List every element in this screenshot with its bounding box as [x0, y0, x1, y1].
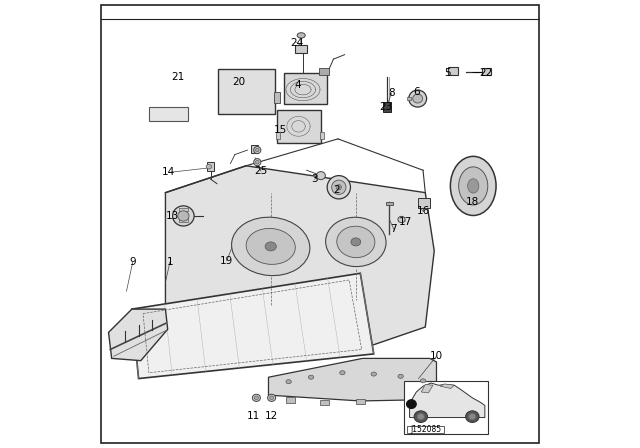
Ellipse shape: [297, 33, 305, 38]
Bar: [407, 426, 444, 433]
Polygon shape: [269, 358, 436, 401]
Text: 18: 18: [466, 198, 479, 207]
Text: 23: 23: [380, 102, 393, 112]
Ellipse shape: [337, 226, 375, 258]
Bar: [482, 68, 491, 75]
Bar: [383, 102, 391, 112]
Bar: [218, 69, 275, 114]
Ellipse shape: [265, 242, 276, 251]
Ellipse shape: [351, 238, 361, 246]
Bar: [418, 198, 430, 208]
Text: 25: 25: [254, 166, 268, 176]
Bar: [407, 97, 411, 100]
Polygon shape: [410, 383, 485, 418]
Text: 1: 1: [166, 257, 173, 267]
Bar: [320, 132, 324, 139]
Text: 6: 6: [413, 87, 420, 97]
Text: —: —: [471, 68, 483, 78]
Ellipse shape: [255, 160, 259, 164]
Ellipse shape: [308, 375, 314, 379]
Ellipse shape: [409, 90, 427, 107]
Text: 9: 9: [129, 257, 136, 267]
Ellipse shape: [336, 185, 342, 190]
Ellipse shape: [414, 411, 428, 422]
Text: 19: 19: [220, 256, 234, 266]
Polygon shape: [165, 166, 435, 354]
Text: 7: 7: [390, 224, 397, 234]
Ellipse shape: [406, 400, 417, 409]
Bar: [284, 73, 327, 104]
Text: 11: 11: [247, 411, 260, 421]
Bar: [251, 145, 258, 153]
Polygon shape: [440, 384, 454, 388]
Ellipse shape: [417, 414, 424, 420]
Bar: [179, 218, 188, 222]
Bar: [356, 399, 365, 404]
Ellipse shape: [246, 228, 295, 264]
Ellipse shape: [371, 372, 376, 376]
Bar: [179, 208, 188, 211]
Ellipse shape: [459, 167, 488, 205]
Ellipse shape: [232, 217, 310, 276]
Bar: [207, 162, 214, 171]
Ellipse shape: [398, 375, 403, 378]
Text: 5: 5: [444, 68, 451, 78]
Ellipse shape: [398, 216, 405, 223]
Bar: [278, 110, 321, 143]
Ellipse shape: [252, 394, 260, 401]
Text: 10: 10: [430, 351, 443, 361]
Text: 14: 14: [162, 168, 175, 177]
Text: J152085: J152085: [410, 425, 442, 434]
Text: 12: 12: [265, 411, 278, 421]
Polygon shape: [421, 384, 433, 393]
Text: 8: 8: [388, 88, 395, 98]
Ellipse shape: [413, 94, 422, 103]
Ellipse shape: [332, 180, 346, 194]
Ellipse shape: [420, 379, 426, 383]
Text: 4: 4: [294, 80, 301, 90]
Bar: [320, 400, 329, 405]
Ellipse shape: [268, 394, 276, 401]
Ellipse shape: [253, 146, 261, 154]
Ellipse shape: [286, 380, 291, 383]
Text: 15: 15: [274, 125, 287, 135]
Ellipse shape: [340, 370, 345, 375]
Text: 16: 16: [417, 207, 429, 216]
Text: 21: 21: [171, 72, 184, 82]
Ellipse shape: [316, 172, 325, 180]
Polygon shape: [132, 273, 374, 379]
Bar: [295, 45, 307, 53]
Ellipse shape: [326, 217, 386, 267]
Bar: [319, 68, 329, 75]
Text: 13: 13: [166, 211, 179, 221]
Text: 20: 20: [232, 77, 245, 86]
Text: 24: 24: [290, 38, 303, 47]
Bar: [276, 132, 280, 139]
Ellipse shape: [173, 206, 194, 226]
Text: 3: 3: [311, 174, 318, 184]
Ellipse shape: [468, 414, 476, 420]
Ellipse shape: [253, 159, 261, 166]
Bar: [387, 202, 392, 205]
Bar: [404, 381, 488, 434]
Text: 22: 22: [479, 68, 492, 78]
Polygon shape: [109, 309, 168, 361]
Ellipse shape: [451, 156, 496, 215]
Ellipse shape: [327, 176, 351, 199]
Bar: [448, 67, 458, 75]
Bar: [149, 107, 188, 121]
Ellipse shape: [468, 179, 479, 193]
Ellipse shape: [254, 396, 259, 400]
Ellipse shape: [255, 148, 259, 152]
Text: 17: 17: [399, 217, 412, 227]
Text: 2: 2: [333, 185, 340, 195]
Ellipse shape: [269, 396, 274, 400]
Bar: [287, 397, 296, 403]
Ellipse shape: [206, 164, 212, 169]
Bar: [275, 92, 280, 103]
Ellipse shape: [465, 411, 479, 422]
Ellipse shape: [178, 211, 189, 221]
